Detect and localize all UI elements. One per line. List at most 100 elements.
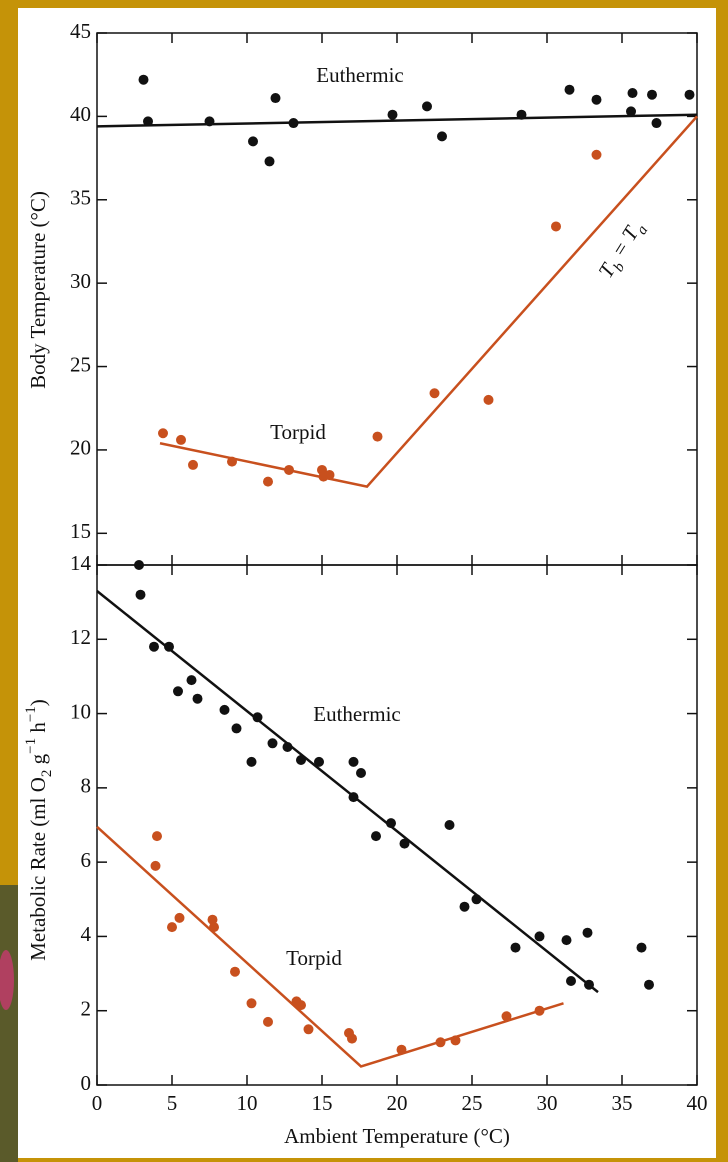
- point: [627, 88, 638, 99]
- x-tick-label: 5: [167, 1091, 178, 1115]
- x-tick-label: 15: [312, 1091, 333, 1115]
- point: [282, 742, 293, 752]
- point: [684, 89, 695, 100]
- point: [626, 106, 636, 117]
- y-tick-label: 8: [81, 774, 92, 798]
- y-tick-label: 12: [70, 625, 91, 649]
- y-tick-label: 14: [70, 551, 92, 575]
- point: [636, 942, 647, 953]
- fit-line: [96, 113, 698, 128]
- series-label: Torpid: [270, 420, 326, 444]
- point: [164, 641, 174, 652]
- series-label: Torpid: [286, 946, 342, 970]
- point: [192, 693, 203, 704]
- text-part: 2: [39, 770, 55, 778]
- text-part: Body Temperature (°C): [26, 191, 50, 389]
- point: [372, 431, 383, 442]
- point: [399, 838, 410, 849]
- point: [207, 914, 218, 925]
- point: [263, 476, 273, 487]
- point: [263, 1016, 273, 1027]
- text-part: −1: [23, 706, 39, 722]
- point: [270, 93, 281, 104]
- point: [651, 118, 662, 129]
- point: [152, 831, 162, 842]
- point: [584, 979, 594, 990]
- point: [267, 738, 278, 749]
- point: [356, 768, 366, 778]
- point: [135, 589, 146, 600]
- y-tick-label: 4: [81, 922, 92, 946]
- point: [483, 394, 494, 405]
- point: [429, 388, 440, 399]
- point: [231, 723, 242, 734]
- x-tick-label: 35: [612, 1091, 633, 1115]
- point: [149, 641, 159, 652]
- y-tick-label: 20: [70, 436, 91, 460]
- point: [143, 116, 153, 127]
- point: [501, 1011, 512, 1022]
- point: [564, 84, 575, 95]
- text-part: h: [26, 722, 50, 738]
- point: [591, 94, 602, 105]
- point: [371, 831, 381, 842]
- point: [551, 221, 561, 232]
- point: [284, 464, 294, 475]
- y-tick-label: 15: [70, 519, 91, 543]
- point: [591, 149, 602, 160]
- x-tick-label: 25: [462, 1091, 483, 1115]
- point: [230, 966, 240, 977]
- fit-line: [96, 590, 599, 994]
- y-tick-label: 35: [70, 186, 91, 210]
- point: [188, 459, 198, 470]
- point: [348, 792, 359, 803]
- y-tick-label: 10: [70, 699, 91, 723]
- text-part: −1: [23, 738, 39, 754]
- point: [647, 89, 657, 100]
- point: [134, 560, 144, 570]
- point: [288, 118, 299, 129]
- point: [296, 1000, 306, 1011]
- point: [582, 927, 593, 938]
- x-tick-label: 20: [387, 1091, 408, 1115]
- point: [167, 922, 177, 933]
- point: [176, 434, 186, 445]
- point: [150, 860, 161, 871]
- x-tick-label: 30: [537, 1091, 558, 1115]
- y-tick-label: 25: [70, 352, 91, 376]
- point: [444, 820, 455, 830]
- background-photo: [0, 885, 18, 1162]
- point: [314, 756, 324, 767]
- point: [644, 979, 654, 990]
- point: [186, 675, 197, 686]
- series-label: Euthermic: [313, 702, 400, 726]
- point: [204, 116, 215, 127]
- panel: [18, 8, 716, 1158]
- point: [303, 1024, 314, 1035]
- x-axis-label: Ambient Temperature (°C): [284, 1124, 510, 1148]
- point: [246, 756, 257, 767]
- point: [516, 109, 527, 120]
- point: [435, 1037, 446, 1048]
- point: [138, 74, 149, 85]
- point: [566, 976, 576, 986]
- point: [347, 1033, 357, 1044]
- y-tick-label: 2: [81, 997, 92, 1021]
- point: [437, 131, 447, 142]
- point: [396, 1044, 407, 1055]
- point: [450, 1035, 461, 1046]
- point: [246, 998, 257, 1009]
- point: [209, 922, 219, 933]
- point: [174, 912, 185, 923]
- x-tick-label: 10: [237, 1091, 258, 1115]
- point: [386, 818, 396, 829]
- y-tick-label: 30: [70, 269, 91, 293]
- text-part: Metabolic Rate (ml O: [26, 777, 50, 961]
- point: [227, 456, 237, 467]
- point: [158, 428, 168, 439]
- y-axis-label: Body Temperature (°C): [26, 191, 50, 389]
- point: [510, 942, 521, 953]
- point: [264, 156, 275, 167]
